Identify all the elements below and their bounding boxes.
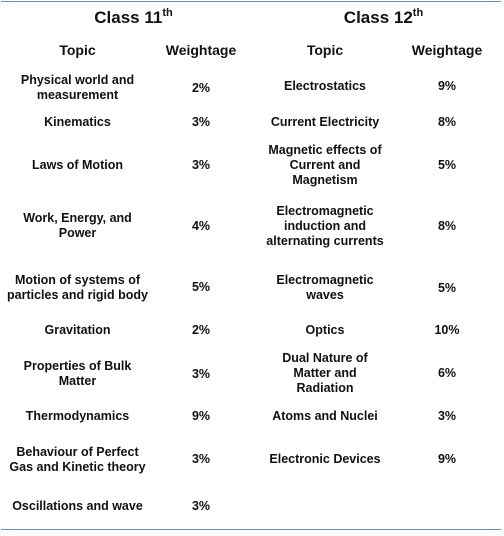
class-11-weight-1: 2% [191, 80, 211, 95]
class-11-topic-8: Thermodynamics [25, 408, 130, 423]
class-12-weight-5: 5% [437, 280, 457, 295]
class-11-weight-4: 4% [191, 218, 211, 233]
class-11-weight-5: 5% [191, 280, 211, 294]
class-11-topic-10: Oscillations and wave [12, 498, 143, 513]
class-11-topic-2: Kinematics [44, 114, 111, 129]
class-11-weightage-header: Weightage [165, 42, 237, 58]
class-12-weightage-header: Weightage [411, 42, 483, 58]
class-12-topic-8: Atoms and Nuclei [272, 408, 378, 423]
class-12-topic-5: Electromagnetic waves [276, 273, 374, 302]
class-11-topic-4: Work, Energy, and Power [23, 211, 132, 240]
class-12-weight-3: 5% [437, 158, 457, 172]
class-12-topic-9: Electronic Devices [269, 451, 381, 466]
class-12-title: Class 12th [343, 7, 424, 27]
class-11-topic-9: Behaviour of Perfect Gas and Kinetic the… [9, 444, 146, 474]
class-11-weight-8: 9% [191, 408, 211, 423]
class-11-topic-3: Laws of Motion [32, 157, 123, 172]
class-12-topic-header: Topic [306, 42, 344, 58]
class-11-topic-header: Topic [59, 42, 96, 58]
class-12-weight-4: 8% [437, 218, 457, 233]
class-12-weight-6: 10% [434, 322, 460, 337]
class-12-topic-1: Electrostatics [284, 78, 366, 93]
class-11-weight-7: 3% [191, 366, 211, 381]
class-12-topic-6: Optics [305, 322, 345, 337]
class-11-topic-6: Gravitation [44, 322, 111, 337]
class-12-topic-4: Electromagnetic induction and alternatin… [266, 203, 384, 248]
class-11-weight-3: 3% [191, 157, 211, 172]
class-12-weight-1: 9% [437, 78, 457, 93]
class-12-topic-3: Magnetic effects of Current and Magnetis… [268, 143, 382, 187]
class-11-topic-5: Motion of systems of particles and rigid… [7, 272, 148, 302]
class-11-weight-9: 3% [191, 452, 211, 466]
class-12-topic-7: Dual Nature of Matter and Radiation [282, 351, 368, 395]
class-11-weight-2: 3% [191, 114, 211, 129]
class-12-weight-8: 3% [437, 408, 457, 423]
class-12-weight-7: 6% [437, 366, 457, 380]
class-11-title: Class 11th [94, 7, 173, 27]
class-12-weight-9: 9% [437, 451, 457, 466]
class-12-weight-2: 8% [437, 114, 457, 129]
class-11-weight-10: 3% [191, 498, 211, 513]
class-11-topic-1: Physical world and measurement [20, 73, 135, 102]
weightage-table: Class 11th Topic Weightage Physical worl… [1, 1, 501, 530]
class-11-weight-6: 2% [191, 322, 211, 337]
class-12-topic-2: Current Electricity [270, 114, 380, 129]
class-11-topic-7: Properties of Bulk Matter [23, 359, 132, 388]
